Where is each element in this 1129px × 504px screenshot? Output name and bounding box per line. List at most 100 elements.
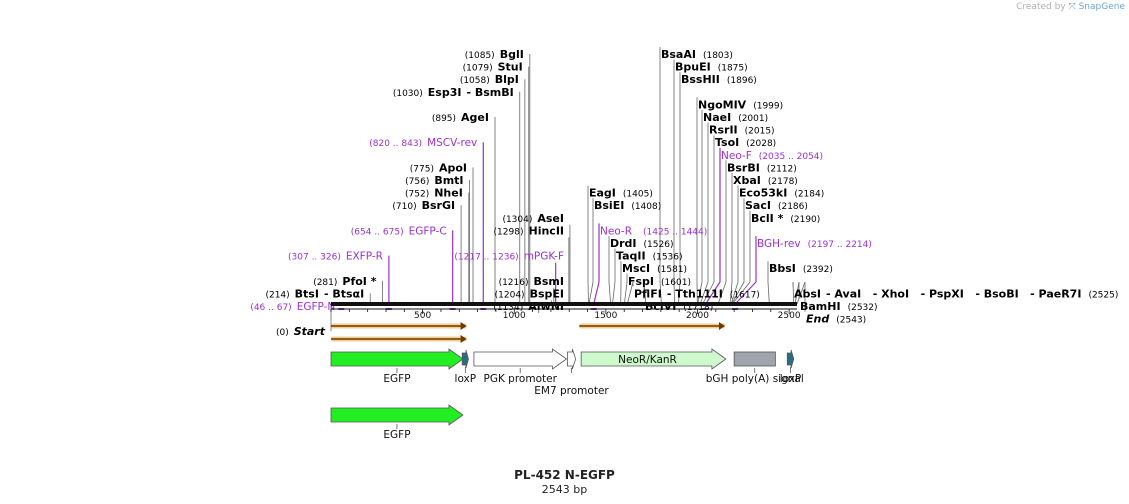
site-position: (2543): [836, 316, 866, 326]
site-position: (2001): [738, 114, 768, 124]
credit-brand: SnapGene: [1078, 2, 1125, 12]
orf-bar-arrow: [460, 322, 467, 330]
site-name: BglI: [500, 48, 524, 61]
site-name: PflFI: [634, 287, 662, 300]
feature-neo: [580, 348, 727, 370]
site-name: BmtI: [434, 174, 463, 187]
site-line-leader: [794, 281, 800, 305]
site-position: (281): [313, 278, 337, 288]
site-name-extra: - BsmBI: [466, 86, 513, 99]
site-name: BclI *: [751, 212, 784, 225]
site-name: Eco53kI: [739, 187, 787, 200]
site-name: BssHII: [681, 73, 720, 86]
site-line-leader: [730, 281, 739, 305]
site-name: Esp3I: [428, 86, 462, 99]
ruler-label: 2500: [778, 311, 801, 321]
site-name: Neo-R: [600, 225, 632, 237]
feature-polyA: [733, 351, 776, 367]
site-line-leader: [796, 281, 806, 305]
site-line-leader: [623, 281, 628, 305]
site-name: PfoI *: [342, 275, 376, 288]
site-position: (2190): [790, 215, 820, 225]
feature-label: EGFP: [383, 373, 410, 385]
site-name: TaqII: [616, 250, 646, 263]
site-name: mPGK-F: [524, 251, 564, 263]
site-position: (1999): [753, 101, 783, 111]
site-name: SacI: [745, 199, 771, 212]
feature-label: PGK promoter: [483, 373, 557, 385]
site-position: (1058): [460, 76, 490, 86]
site-position: (2525): [1088, 290, 1118, 300]
ruler-label: 1000: [503, 311, 526, 321]
site-name: Neo-F: [721, 150, 752, 162]
orf-bar-arrow: [460, 335, 467, 343]
site-labels: BglI (1085)StuI (1079)BlpI (1058)Esp3I - Bsm…: [250, 48, 1118, 338]
site-position: (1718): [683, 303, 713, 313]
dna-backbone: [331, 302, 797, 306]
site-line-leader: [705, 281, 721, 305]
snapgene-logo-icon: ⤧: [1068, 2, 1076, 12]
site-position: (307 .. 326): [288, 253, 341, 263]
feature-lox: [461, 349, 469, 369]
site-position: (1425 .. 1444): [643, 227, 707, 237]
site-position: (46 .. 67): [250, 303, 291, 313]
feature-label: NeoR/KanR: [618, 354, 677, 366]
site-position: (1405): [623, 190, 653, 200]
site-name: BspEI: [530, 287, 564, 300]
site-line-leader: [729, 281, 733, 305]
site-name: AbsI: [794, 287, 821, 300]
site-position: (1896): [727, 76, 757, 86]
site-position: (1601): [661, 278, 691, 288]
site-position: (1408): [631, 202, 661, 212]
site-position: (752): [405, 190, 429, 200]
site-position: (1217 .. 1236): [454, 253, 518, 263]
site-line-leader: [593, 281, 600, 305]
site-name: BpuEI: [675, 61, 711, 74]
ruler-label: 500: [414, 311, 431, 321]
site-line-leader: [626, 281, 634, 305]
site-name: Start: [294, 325, 326, 338]
site-name: BtsI: [295, 287, 319, 300]
site-position: (756): [405, 177, 429, 187]
site-name: BbsI: [769, 262, 796, 275]
feature-label: loxP: [780, 373, 802, 385]
ruler-label: 1500: [594, 311, 617, 321]
site-position: (654 .. 675): [351, 227, 404, 237]
site-name: RsrII: [709, 124, 738, 137]
site-line-leader: [697, 281, 703, 305]
site-line-leader: [659, 281, 662, 305]
site-name: AgeI: [461, 111, 489, 124]
site-position: (1536): [653, 253, 683, 263]
site-position: (2028): [746, 139, 776, 149]
site-position: (2186): [778, 202, 808, 212]
site-position: (1204): [495, 290, 525, 300]
site-line-leader: [673, 281, 675, 305]
site-position: (1581): [657, 265, 687, 275]
site-name: NheI: [434, 187, 463, 200]
site-name: BGH-rev: [757, 238, 801, 250]
site-position: (1030): [393, 89, 423, 99]
plasmid-name: PL-452 N-EGFP: [514, 468, 615, 482]
site-position: (2015): [745, 127, 775, 137]
site-name: ApoI: [439, 161, 467, 174]
site-name: BsaAI: [661, 48, 696, 61]
site-name: BsiEI: [594, 199, 624, 212]
site-position: (214): [265, 290, 289, 300]
site-position: (1526): [644, 240, 674, 250]
site-line-leader: [643, 281, 647, 305]
site-line-leader: [608, 281, 612, 305]
ruler-label: 2000: [686, 311, 709, 321]
site-name: BsrBI: [727, 161, 760, 174]
sequence-ruler: 500 1000 1500 2000 2500: [330, 302, 801, 321]
site-line-leader: [734, 281, 757, 305]
site-name: EGFP-C: [409, 225, 447, 237]
site-name: MscI: [622, 262, 650, 275]
feature-label: loxP: [455, 373, 477, 385]
site-position: (1085): [465, 51, 495, 61]
site-position: (2178): [768, 177, 798, 187]
feature-promoter: [473, 348, 568, 370]
site-line-leader: [699, 281, 709, 305]
site-line-leader: [588, 281, 594, 305]
